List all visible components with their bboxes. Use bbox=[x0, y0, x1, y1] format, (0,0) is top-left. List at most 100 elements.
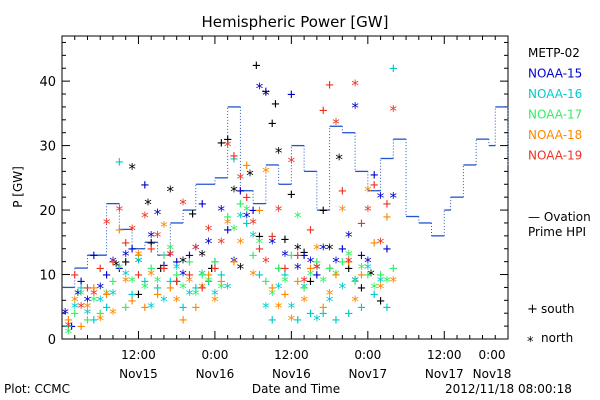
data-point: * bbox=[319, 273, 328, 291]
data-point: * bbox=[293, 209, 302, 227]
data-point: * bbox=[89, 286, 98, 304]
data-point: + bbox=[102, 300, 110, 316]
legend-entry: NOAA-18 bbox=[528, 128, 582, 142]
data-point: * bbox=[70, 292, 79, 310]
data-point: + bbox=[192, 300, 200, 316]
data-point: * bbox=[121, 273, 130, 291]
data-point: + bbox=[294, 274, 302, 290]
data-point: + bbox=[300, 248, 308, 264]
data-point: + bbox=[160, 248, 168, 264]
data-point: + bbox=[67, 319, 75, 335]
data-point: + bbox=[370, 168, 378, 184]
data-point: * bbox=[191, 286, 200, 304]
data-point: * bbox=[147, 228, 156, 246]
data-point: + bbox=[102, 268, 110, 284]
data-point: + bbox=[96, 261, 104, 277]
data-point: + bbox=[223, 132, 231, 148]
data-point: + bbox=[268, 313, 276, 329]
data-point: + bbox=[325, 261, 333, 277]
data-point: * bbox=[236, 234, 245, 252]
data-point: * bbox=[293, 241, 302, 259]
data-point: + bbox=[268, 116, 276, 132]
data-point: * bbox=[287, 154, 296, 172]
data-point: * bbox=[312, 312, 321, 330]
x-tick-label-time: 0:00 bbox=[479, 348, 506, 362]
data-point: + bbox=[166, 280, 174, 296]
data-point: + bbox=[147, 235, 155, 251]
ovation-legend-line1: — Ovation bbox=[528, 210, 591, 224]
data-point: + bbox=[198, 280, 206, 296]
data-point: * bbox=[300, 292, 309, 310]
data-point: * bbox=[335, 150, 344, 168]
data-point: * bbox=[280, 273, 289, 291]
data-point: + bbox=[383, 210, 391, 226]
data-point: * bbox=[108, 286, 117, 304]
y-tick-label: 20 bbox=[39, 204, 56, 219]
data-point: * bbox=[153, 273, 162, 291]
data-point: + bbox=[185, 255, 193, 271]
data-point: + bbox=[376, 293, 384, 309]
data-point: + bbox=[255, 242, 263, 258]
data-point: + bbox=[147, 242, 155, 258]
data-point: + bbox=[153, 280, 161, 296]
data-point: + bbox=[134, 248, 142, 264]
data-point: * bbox=[198, 279, 207, 297]
data-point: + bbox=[217, 274, 225, 290]
data-point: * bbox=[312, 260, 321, 278]
data-point: * bbox=[143, 196, 152, 214]
data-point: + bbox=[383, 197, 391, 213]
x-tick-label-date: Nov18 bbox=[473, 367, 512, 381]
data-point: * bbox=[287, 299, 296, 317]
data-point: + bbox=[376, 268, 384, 284]
data-point: * bbox=[115, 260, 124, 278]
north-marker-label: north bbox=[541, 331, 573, 345]
data-point: * bbox=[249, 228, 258, 246]
data-point: + bbox=[185, 248, 193, 264]
data-point: * bbox=[179, 279, 188, 297]
data-point: * bbox=[389, 189, 398, 207]
data-point: * bbox=[261, 254, 270, 272]
data-point: + bbox=[319, 203, 327, 219]
data-point: * bbox=[64, 318, 73, 336]
data-point: + bbox=[121, 235, 129, 251]
data-point: + bbox=[121, 255, 129, 271]
data-point: + bbox=[64, 313, 72, 329]
data-point: + bbox=[188, 206, 196, 222]
data-point: + bbox=[351, 274, 359, 290]
data-point: + bbox=[294, 313, 302, 329]
data-point: * bbox=[331, 254, 340, 272]
data-point: + bbox=[306, 274, 314, 290]
data-point: + bbox=[243, 190, 251, 206]
data-point: * bbox=[249, 215, 258, 233]
data-point: + bbox=[223, 222, 231, 238]
data-point: + bbox=[128, 242, 136, 258]
data-point: * bbox=[351, 273, 360, 291]
data-point: + bbox=[230, 151, 238, 167]
data-point: * bbox=[363, 202, 372, 220]
data-point: * bbox=[134, 254, 143, 272]
data-point: * bbox=[325, 286, 334, 304]
data-point: * bbox=[389, 102, 398, 120]
data-point: * bbox=[242, 202, 251, 220]
x-tick-label-time: 12:00 bbox=[427, 348, 462, 362]
data-point: + bbox=[109, 274, 117, 290]
data-point: + bbox=[262, 274, 270, 290]
data-point: * bbox=[351, 292, 360, 310]
data-point: * bbox=[96, 312, 105, 330]
data-point: * bbox=[331, 267, 340, 285]
x-tick-label-time: 0:00 bbox=[201, 348, 228, 362]
data-point: + bbox=[287, 187, 295, 203]
data-point: * bbox=[61, 305, 70, 323]
data-point: * bbox=[280, 247, 289, 265]
plot-frame bbox=[61, 35, 509, 340]
data-point: + bbox=[313, 255, 321, 271]
data-point: * bbox=[166, 183, 175, 201]
data-point: * bbox=[287, 312, 296, 330]
data-point: * bbox=[312, 241, 321, 259]
data-point: * bbox=[268, 234, 277, 252]
data-point: * bbox=[274, 144, 283, 162]
x-tick-label-date: Nov17 bbox=[425, 367, 464, 381]
x-tick-label-date: Nov16 bbox=[272, 367, 311, 381]
data-point: + bbox=[198, 197, 206, 213]
